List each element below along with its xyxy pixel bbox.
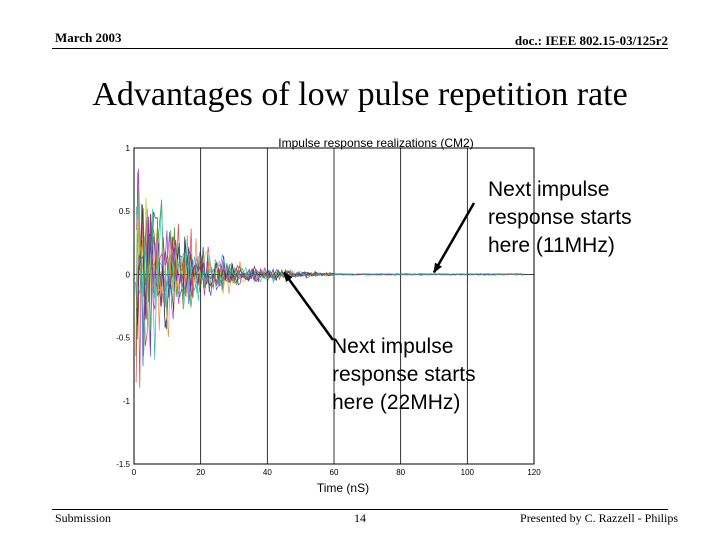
chart-title: Impulse response realizations (CM2)	[278, 136, 473, 150]
annotation-arrow-1	[432, 202, 476, 274]
annotation-22mhz: Next impulse response starts here (22MHz…	[332, 335, 476, 414]
annotation-arrow-2	[282, 271, 335, 341]
x-tick-label: 80	[396, 468, 405, 477]
header-doc-id: doc.: IEEE 802.15-03/125r2	[514, 33, 668, 48]
y-tick-label: 0	[126, 270, 131, 279]
y-ticks: 1 0.5 0 -0.5 -1 -1.5	[116, 144, 130, 469]
x-axis-label: Time (nS)	[317, 481, 369, 495]
footer-submission: Submission	[55, 511, 112, 525]
footer-page-number: 14	[354, 511, 366, 525]
header-date: March 2003	[55, 30, 122, 45]
y-tick-label: -1	[123, 397, 131, 406]
annotation-11mhz: Next impulse response starts here (11MHz…	[488, 178, 632, 257]
x-tick-label: 100	[461, 468, 475, 477]
impulse-series-10	[137, 199, 523, 331]
header-rule	[52, 48, 668, 49]
impulse-series-group	[135, 168, 525, 388]
x-tick-label: 120	[527, 468, 541, 477]
x-tick-label: 40	[263, 468, 272, 477]
y-tick-label: -0.5	[116, 334, 130, 343]
y-tick-label: 0.5	[119, 207, 131, 216]
slide-title: Advantages of low pulse repetition rate	[92, 76, 628, 113]
impulse-series-8	[136, 226, 523, 349]
footer-rule	[52, 509, 668, 510]
x-tick-label: 60	[330, 468, 339, 477]
x-tick-label: 0	[132, 468, 137, 477]
x-ticks: 0 20 40 60 80 100 120	[132, 468, 541, 477]
footer-presenter: Presented by C. Razzell - Philips	[520, 511, 678, 525]
y-tick-label: -1.5	[116, 460, 130, 469]
annotation-arrows	[282, 202, 476, 341]
x-tick-label: 20	[196, 468, 205, 477]
y-tick-label: 1	[126, 144, 131, 153]
